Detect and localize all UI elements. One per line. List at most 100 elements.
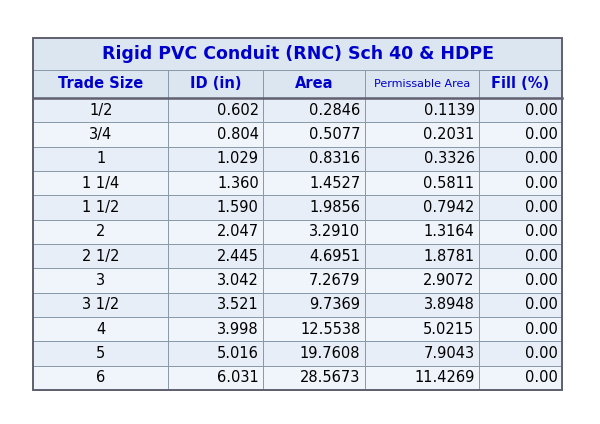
Text: 0.00: 0.00	[524, 176, 557, 191]
Bar	[169, 123, 263, 147]
Text: Area: Area	[295, 76, 333, 92]
Text: 1.3164: 1.3164	[424, 224, 475, 239]
Bar	[263, 220, 365, 244]
Text: 3 1/2: 3 1/2	[82, 297, 119, 312]
Bar	[33, 365, 169, 390]
Text: 6: 6	[96, 370, 106, 385]
Text: 0.7942: 0.7942	[423, 200, 475, 215]
Bar	[479, 244, 562, 268]
Text: 1.360: 1.360	[217, 176, 259, 191]
Bar	[33, 171, 169, 195]
Bar	[479, 341, 562, 365]
Text: 0.00: 0.00	[524, 200, 557, 215]
Bar	[479, 147, 562, 171]
Bar	[169, 220, 263, 244]
Bar	[263, 123, 365, 147]
Bar	[169, 341, 263, 365]
Text: 2: 2	[96, 224, 106, 239]
Text: 0.00: 0.00	[524, 248, 557, 264]
Bar	[479, 195, 562, 220]
Bar	[365, 98, 479, 123]
Text: 0.00: 0.00	[524, 346, 557, 361]
Bar	[365, 268, 479, 293]
Bar	[365, 365, 479, 390]
Bar	[33, 244, 169, 268]
Bar	[169, 365, 263, 390]
Text: 0.00: 0.00	[524, 224, 557, 239]
Bar	[479, 171, 562, 195]
Text: 0.804: 0.804	[217, 127, 259, 142]
Bar	[365, 244, 479, 268]
Text: 19.7608: 19.7608	[300, 346, 360, 361]
Text: 3.2910: 3.2910	[309, 224, 360, 239]
Bar	[365, 123, 479, 147]
Text: 1.8781: 1.8781	[424, 248, 475, 264]
Text: 11.4269: 11.4269	[414, 370, 475, 385]
Bar	[33, 317, 169, 341]
Bar	[33, 123, 169, 147]
Text: Rigid PVC Conduit (RNC) Sch 40 & HDPE: Rigid PVC Conduit (RNC) Sch 40 & HDPE	[101, 45, 493, 63]
Bar	[479, 293, 562, 317]
Text: 0.8316: 0.8316	[309, 151, 360, 166]
Bar	[263, 171, 365, 195]
Text: 9.7369: 9.7369	[309, 297, 360, 312]
Bar	[33, 38, 562, 70]
Text: 7.9043: 7.9043	[424, 346, 475, 361]
Text: 0.00: 0.00	[524, 297, 557, 312]
Text: 0.1139: 0.1139	[424, 103, 475, 118]
Bar	[263, 341, 365, 365]
Bar	[365, 220, 479, 244]
Bar	[263, 293, 365, 317]
Text: 5: 5	[96, 346, 106, 361]
Text: 4.6951: 4.6951	[309, 248, 360, 264]
Bar	[33, 341, 169, 365]
Bar	[365, 147, 479, 171]
Text: 0.2846: 0.2846	[309, 103, 360, 118]
Bar	[169, 195, 263, 220]
Text: 12.5538: 12.5538	[300, 322, 360, 337]
Text: 3.042: 3.042	[217, 273, 259, 288]
Bar	[479, 98, 562, 123]
Text: 2.445: 2.445	[217, 248, 259, 264]
Bar	[365, 293, 479, 317]
Text: 7.2679: 7.2679	[309, 273, 360, 288]
Bar	[169, 317, 263, 341]
Bar	[479, 123, 562, 147]
Text: ID (in): ID (in)	[190, 76, 242, 92]
Text: 1.4527: 1.4527	[309, 176, 360, 191]
Text: 3.8948: 3.8948	[424, 297, 475, 312]
Text: 0.00: 0.00	[524, 322, 557, 337]
Text: 5.0215: 5.0215	[424, 322, 475, 337]
Bar	[263, 365, 365, 390]
Bar	[33, 70, 169, 98]
Text: 1 1/4: 1 1/4	[82, 176, 119, 191]
Bar	[263, 268, 365, 293]
Text: 1.029: 1.029	[217, 151, 259, 166]
Bar	[263, 147, 365, 171]
Text: 1 1/2: 1 1/2	[82, 200, 119, 215]
Text: 0.602: 0.602	[217, 103, 259, 118]
Text: 0.00: 0.00	[524, 151, 557, 166]
Text: 3/4: 3/4	[89, 127, 112, 142]
Text: 3.998: 3.998	[217, 322, 259, 337]
Text: 3.521: 3.521	[217, 297, 259, 312]
Text: 0.00: 0.00	[524, 273, 557, 288]
Text: 0.00: 0.00	[524, 370, 557, 385]
Text: 6.031: 6.031	[217, 370, 259, 385]
Text: 2.9072: 2.9072	[423, 273, 475, 288]
Bar	[33, 147, 169, 171]
Bar	[479, 268, 562, 293]
Bar	[263, 195, 365, 220]
Bar	[479, 317, 562, 341]
Bar	[263, 98, 365, 123]
Text: 0.00: 0.00	[524, 103, 557, 118]
Bar	[365, 341, 479, 365]
Bar	[169, 293, 263, 317]
Bar	[365, 195, 479, 220]
Bar	[33, 220, 169, 244]
Text: 0.5077: 0.5077	[309, 127, 360, 142]
Bar	[169, 147, 263, 171]
Text: 0.5811: 0.5811	[424, 176, 475, 191]
Text: 0.2031: 0.2031	[424, 127, 475, 142]
Bar	[263, 70, 365, 98]
